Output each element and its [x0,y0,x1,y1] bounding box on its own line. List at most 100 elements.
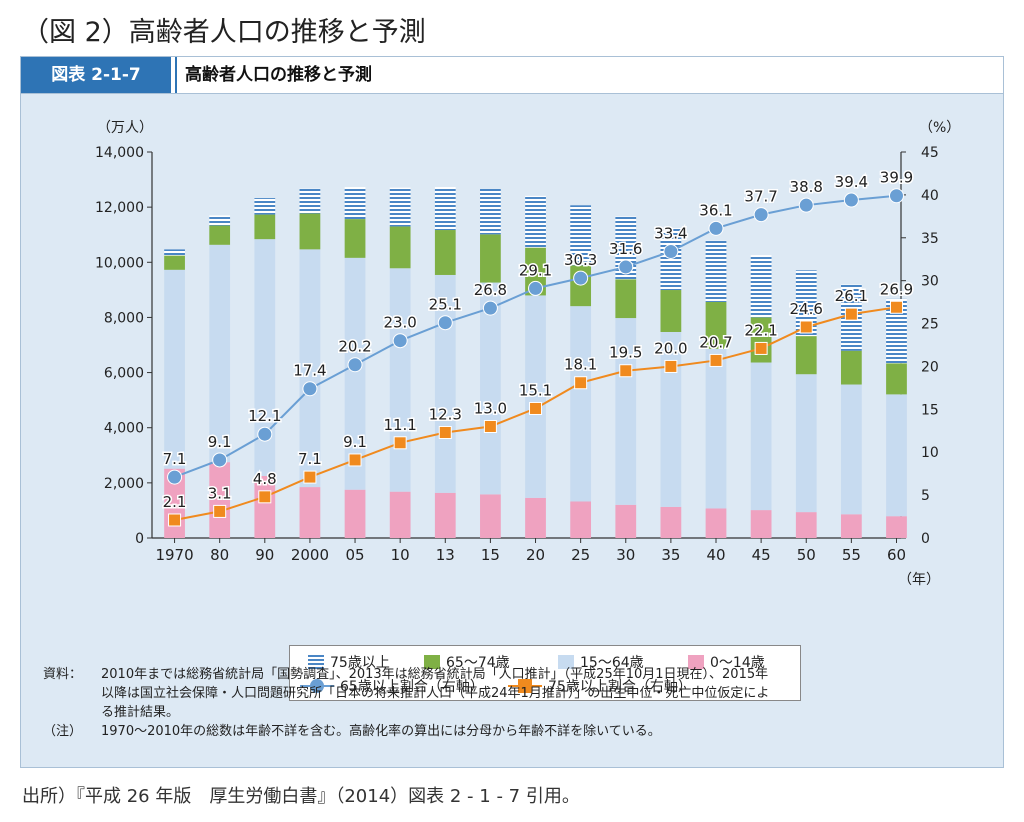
x-tick-label: 15 [481,546,500,564]
point-65ratio [618,259,634,275]
point-75ratio [664,359,678,373]
x-tick-label: 05 [345,546,364,564]
citation: 出所）『平成 26 年版 厚生労働白書』（2014）図表 2 - 1 - 7 引… [22,786,580,807]
bar-segment [660,228,682,291]
point-75ratio [483,419,497,433]
point-75ratio [754,341,768,355]
x-tick-label: 40 [706,546,725,564]
y-tick-label-left: 10,000 [95,255,144,271]
y-tick-label-right: 40 [921,188,939,204]
bar-segment [299,249,321,488]
y-tick-label-right: 15 [921,402,939,418]
y-tick-label-right: 30 [921,274,939,290]
bar-segment [254,198,276,215]
point-75ratio [213,504,227,518]
x-tick-label: 60 [887,546,906,564]
page-heading: （図 2）高齢者人口の推移と予測 [22,17,426,48]
point-65ratio [257,426,273,442]
bar-segment [705,348,727,509]
point-65ratio [482,300,498,316]
point-75ratio [258,490,272,504]
legend-item-15to64: 15～64歳 [558,652,644,672]
note-row: （注） 1970～2010年の総数は年齢不詳を含む。高齢化率の算出には分母から年… [43,722,983,741]
bar-segment [525,295,546,498]
data-label-65ratio: 7.1 [163,450,187,468]
x-tick-label: 20 [526,546,545,564]
point-65ratio [888,188,904,204]
bar-segment [570,501,592,538]
data-label-65ratio: 39.4 [835,173,868,191]
figure-title-bar: 図表 2-1-7 高齢者人口の推移と予測 [21,57,1003,94]
x-tick-label: 80 [210,546,229,564]
chart-area: 0 2,000 4,000 6,000 8,000 10,000 12,000 14,000 0… [95,120,960,588]
data-label-75ratio: 22.1 [744,321,777,339]
bar-segment [389,491,411,538]
data-label-65ratio: 29.1 [519,261,552,279]
data-label-75ratio: 7.1 [298,450,322,468]
data-label-65ratio: 9.1 [208,433,232,451]
bar-segment [705,301,727,349]
data-label-65ratio: 26.8 [474,281,507,299]
legend-item-75ratio: 75歳以上割合（右軸） [508,676,692,696]
point-65ratio [663,244,679,260]
data-label-65ratio: 20.2 [338,338,371,356]
bar-segment [795,374,817,513]
bar-segment [480,494,501,538]
data-label-75ratio: 9.1 [343,433,367,451]
x-tick-label: 35 [661,546,680,564]
bar-segment [840,350,862,385]
bar-segment [344,257,366,490]
point-65ratio [302,381,318,397]
point-65ratio [347,357,363,373]
bar-segment [660,290,682,332]
point-75ratio [574,376,588,390]
point-65ratio [528,280,544,296]
legend-label-65ratio: 65歳以上割合（右軸） [340,679,484,695]
figure-title: 高齢者人口の推移と予測 [175,57,372,93]
data-label-65ratio: 38.8 [790,178,823,196]
bar-segment [615,504,637,538]
point-75ratio [619,364,633,378]
data-label-75ratio: 2.1 [163,493,187,511]
x-tick-label: 30 [616,546,635,564]
data-label-75ratio: 19.5 [609,344,642,362]
point-75ratio [393,436,407,450]
point-65ratio [843,192,859,208]
bar-segment [209,462,231,538]
bar-segment [795,270,817,337]
legend-item-75plus: 75歳以上 [308,652,390,672]
data-label-75ratio: 3.1 [208,484,232,502]
point-75ratio [709,353,723,367]
data-label-65ratio: 37.7 [744,188,777,206]
point-75ratio [438,425,452,439]
y-tick-label-left: 4,000 [104,421,144,437]
bar-segment [254,239,276,476]
bar-segment [389,268,411,492]
source-text: 2010年までは総務省統計局「国勢調査」、2013年は総務省統計局「人口推計」（… [101,665,983,722]
bar-segment [434,492,456,538]
point-75ratio [844,307,858,321]
point-65ratio [212,452,228,468]
bar-segment [660,331,682,507]
bar-segment [840,514,862,538]
legend-item-65ratio: 65歳以上割合（右軸） [300,676,484,696]
y-tick-label-right: 45 [921,145,939,161]
bar-segment [480,234,501,283]
y-tick-label-right: 0 [921,531,930,547]
bar-segment [344,219,366,258]
bar-segment [615,279,637,319]
bar-segment [660,506,682,538]
point-75ratio [889,300,903,314]
point-65ratio [798,197,814,213]
bar-segment [480,282,501,495]
data-label-65ratio: 23.0 [383,314,416,332]
bar-segment [886,363,907,395]
bar-segment [299,188,321,214]
bar-segment [840,384,862,515]
x-tick-label: 10 [391,546,410,564]
bar-segment [209,244,231,463]
bar-segment [209,225,231,245]
data-label-75ratio: 26.1 [835,287,868,305]
point-75ratio [168,513,182,527]
bar-segment [795,336,817,375]
